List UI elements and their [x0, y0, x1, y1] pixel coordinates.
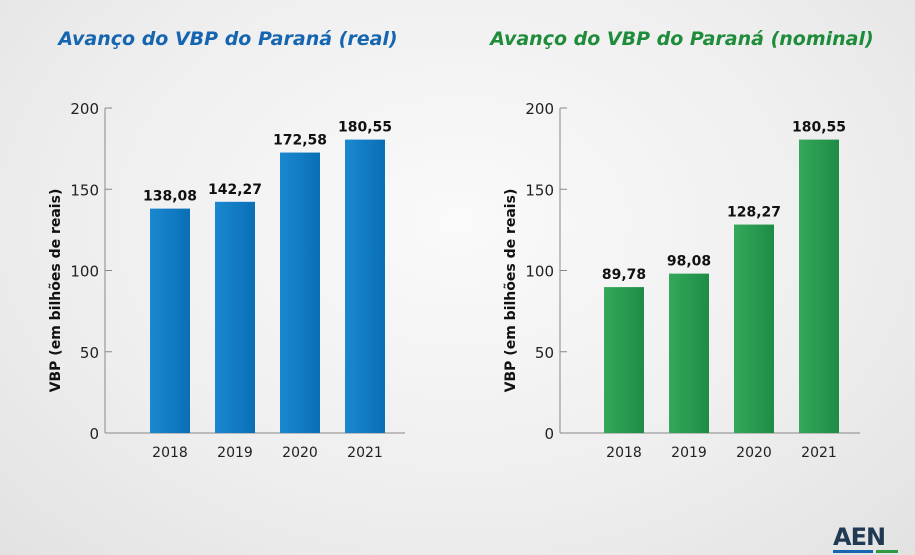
bar-2021 [345, 139, 385, 433]
y-tick-label: 200 [70, 100, 99, 118]
data-label: 128,27 [727, 205, 781, 221]
x-tick-label: 2021 [347, 445, 383, 461]
y-tick-label: 0 [89, 425, 99, 443]
logo-text: AEN [833, 523, 886, 551]
y-tick-label: 0 [544, 425, 554, 443]
bar-2018 [150, 208, 190, 433]
data-label: 142,27 [208, 182, 262, 198]
x-tick-label: 2020 [736, 445, 772, 461]
x-tick-label: 2021 [801, 445, 837, 461]
bar-2019 [669, 273, 709, 433]
chart-title-real: Avanço do VBP do Paraná (real) [58, 28, 398, 50]
x-tick-label: 2018 [606, 445, 642, 461]
bar-2018 [604, 287, 644, 433]
y-axis-label: VBP (em bilhões de reais) [503, 189, 519, 393]
bar-2020 [280, 152, 320, 433]
y-tick-label: 50 [535, 344, 554, 362]
y-tick-label: 150 [70, 181, 99, 199]
data-label: 180,55 [338, 120, 392, 136]
y-axis-label: VBP (em bilhões de reais) [48, 189, 64, 393]
y-tick-label: 150 [525, 181, 554, 199]
y-tick-label: 100 [525, 263, 554, 281]
bar-2019 [215, 201, 255, 433]
data-label: 89,78 [602, 267, 646, 283]
bar-2020 [734, 224, 774, 433]
x-tick-label: 2019 [217, 445, 253, 461]
data-label: 180,55 [792, 120, 846, 136]
data-label: 172,58 [273, 133, 327, 149]
bar-2021 [799, 139, 839, 433]
data-label: 138,08 [143, 189, 197, 205]
chart-title-nominal: Avanço do VBP do Paraná (nominal) [490, 28, 874, 50]
x-tick-label: 2020 [282, 445, 318, 461]
x-tick-label: 2018 [152, 445, 188, 461]
data-label: 98,08 [667, 254, 711, 270]
y-tick-label: 50 [80, 344, 99, 362]
y-tick-label: 200 [525, 100, 554, 118]
y-tick-label: 100 [70, 263, 99, 281]
aen-logo: AEN [833, 525, 899, 553]
x-tick-label: 2019 [671, 445, 707, 461]
